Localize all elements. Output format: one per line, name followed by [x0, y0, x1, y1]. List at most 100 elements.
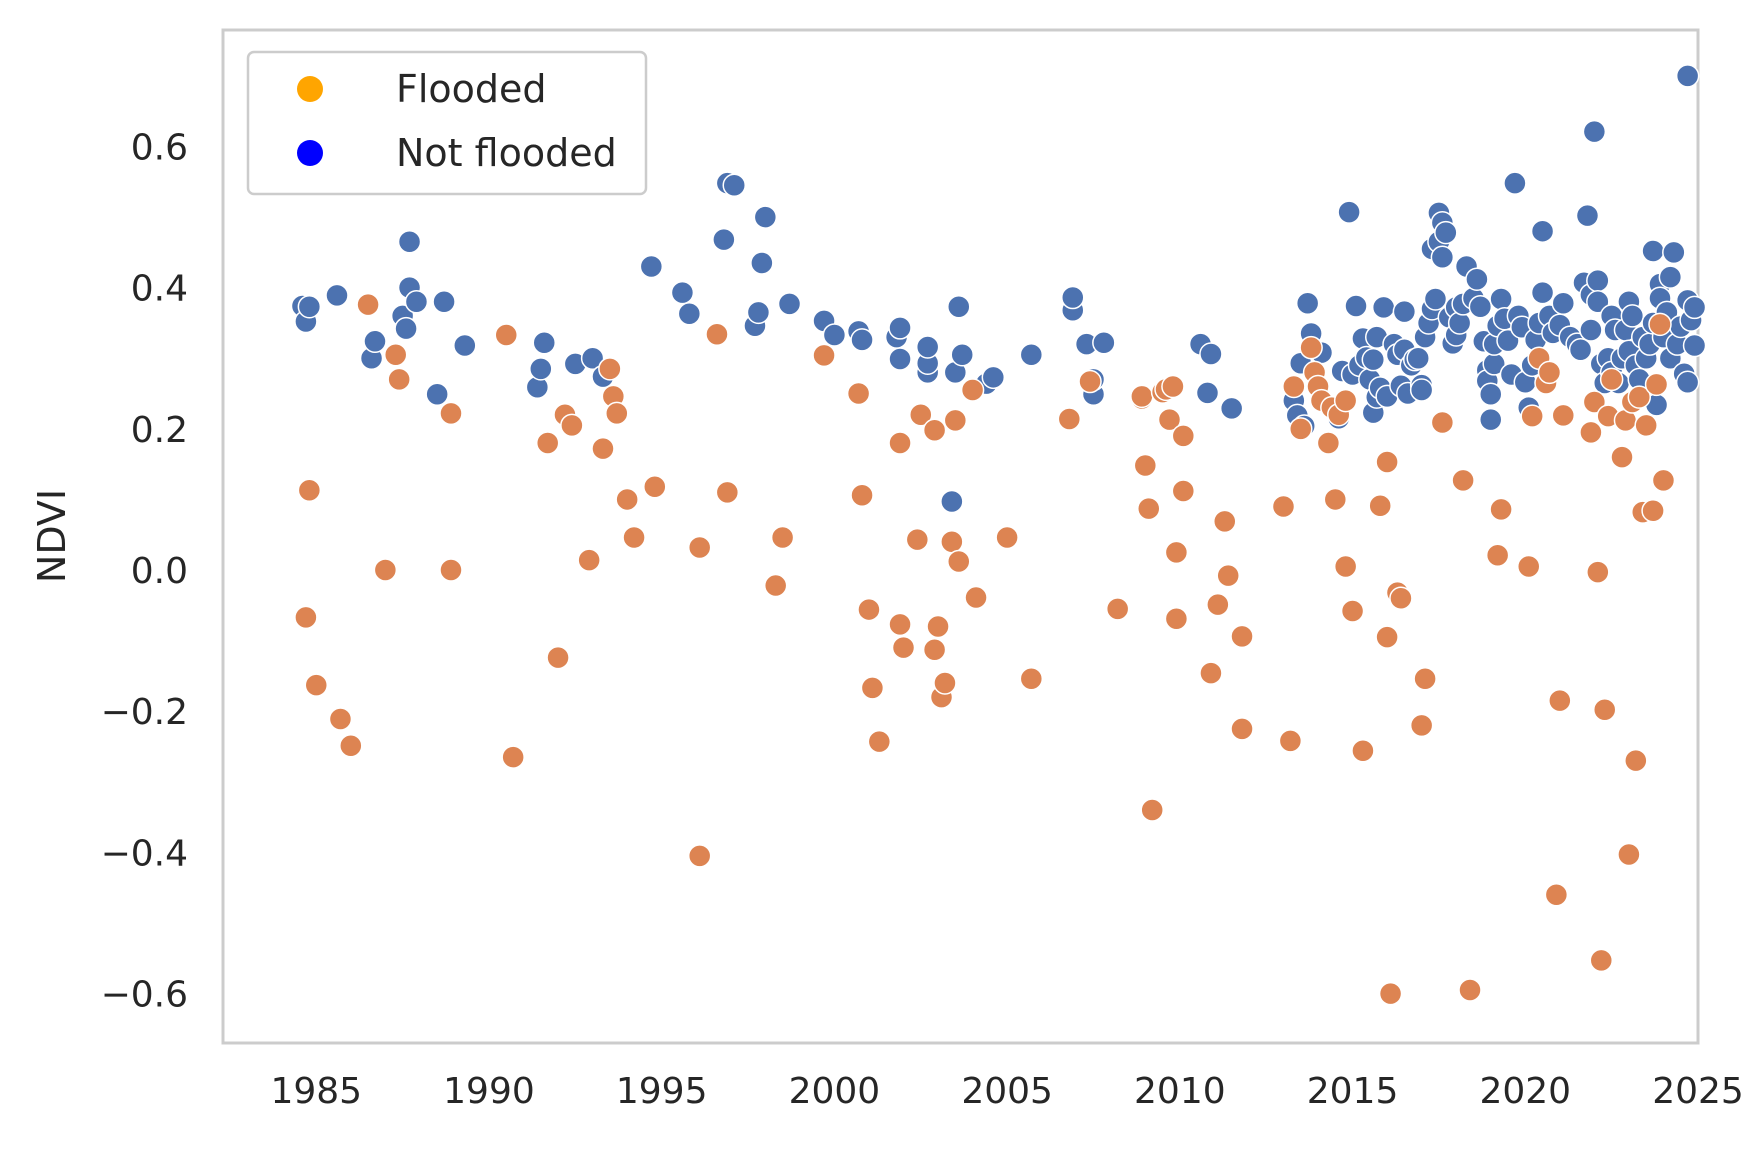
data-point-not-flooded: [1641, 239, 1665, 263]
legend-label-not-flooded: Not flooded: [396, 131, 617, 175]
data-point-not-flooded: [532, 330, 557, 355]
data-point-not-flooded: [1478, 382, 1503, 407]
data-point-not-flooded: [1465, 267, 1489, 291]
data-point-not-flooded: [850, 328, 874, 352]
data-point-not-flooded: [1061, 285, 1085, 310]
x-tick-label: 2000: [789, 1071, 881, 1112]
data-point-not-flooded: [325, 283, 349, 308]
data-point-flooded: [1378, 981, 1403, 1006]
data-point-flooded: [888, 612, 912, 637]
data-point-flooded: [1137, 496, 1161, 521]
legend: Flooded Not flooded: [246, 50, 648, 196]
data-point-not-flooded: [1586, 290, 1610, 314]
data-point-not-flooded: [670, 280, 695, 305]
data-point-flooded: [846, 381, 871, 406]
data-point-not-flooded: [1675, 370, 1700, 395]
data-point-not-flooded: [1530, 219, 1555, 243]
x-tick-label: 2010: [1134, 1071, 1226, 1112]
data-point-not-flooded: [915, 335, 940, 359]
data-point-flooded: [1171, 479, 1196, 503]
data-point-not-flooded: [1682, 295, 1707, 320]
data-point-not-flooded: [1337, 200, 1361, 224]
legend-box: [246, 50, 648, 196]
data-point-not-flooded: [1579, 318, 1603, 342]
data-point-not-flooded: [888, 347, 912, 371]
data-point-flooded: [926, 614, 950, 639]
data-point-flooded: [1130, 384, 1154, 409]
data-point-flooded: [922, 418, 947, 443]
data-point-flooded: [687, 844, 712, 868]
data-point-flooded: [1551, 403, 1576, 428]
data-point-not-flooded: [947, 294, 971, 319]
data-point-not-flooded: [1575, 203, 1600, 228]
y-tick-label: 0.4: [131, 269, 188, 310]
data-point-flooded: [857, 597, 881, 622]
data-point-flooded: [1537, 360, 1562, 385]
data-point-not-flooded: [453, 333, 477, 358]
data-point-not-flooded: [1478, 407, 1503, 432]
data-point-not-flooded: [777, 292, 802, 316]
legend-marker-not-flooded: [297, 140, 323, 166]
data-point-flooded: [1485, 543, 1510, 567]
data-point-flooded: [1316, 431, 1341, 455]
data-point-flooded: [1592, 698, 1617, 722]
data-point-flooded: [763, 573, 788, 598]
data-point-flooded: [1579, 420, 1603, 445]
data-point-flooded: [1648, 312, 1672, 337]
data-point-flooded: [1019, 666, 1044, 691]
data-point-flooded: [1451, 468, 1475, 493]
y-tick-label: −0.6: [101, 975, 188, 1016]
data-point-not-flooded: [1658, 265, 1683, 289]
data-point-flooded: [615, 487, 639, 512]
data-point-flooded: [1278, 729, 1303, 753]
data-point-flooded: [1544, 883, 1569, 907]
data-point-flooded: [1375, 450, 1399, 474]
data-point-flooded: [297, 478, 322, 503]
data-point-not-flooded: [297, 294, 322, 319]
data-point-flooded: [1582, 390, 1607, 414]
data-point-not-flooded: [394, 316, 418, 341]
data-point-flooded: [943, 408, 968, 433]
data-point-flooded: [1164, 540, 1189, 565]
data-point-flooded: [1589, 948, 1614, 973]
data-point-not-flooded: [712, 227, 736, 252]
data-point-flooded: [1133, 453, 1158, 478]
data-point-flooded: [1375, 625, 1399, 649]
data-point-flooded: [1368, 494, 1392, 518]
data-point-flooded: [964, 585, 988, 610]
y-tick-label: 0.0: [131, 551, 188, 592]
data-point-flooded: [909, 402, 933, 427]
data-point-not-flooded: [1295, 291, 1320, 315]
x-tick-label: 2015: [1307, 1071, 1399, 1112]
data-point-flooded: [1171, 424, 1196, 448]
legend-marker-flooded: [297, 76, 323, 102]
data-point-flooded: [643, 474, 667, 499]
data-point-flooded: [501, 745, 525, 769]
data-point-flooded: [1289, 417, 1313, 441]
data-point-flooded: [1216, 563, 1240, 588]
data-point-flooded: [1651, 468, 1676, 493]
x-tick-label: 1995: [616, 1071, 708, 1112]
data-point-flooded: [304, 673, 329, 697]
data-point-flooded: [1213, 509, 1237, 534]
data-point-flooded: [1230, 717, 1254, 741]
data-point-flooded: [1351, 738, 1375, 763]
y-axis-label: NDVI: [30, 489, 74, 583]
data-point-flooded: [850, 483, 874, 507]
data-point-not-flooded: [1406, 346, 1430, 371]
data-point-flooded: [356, 292, 380, 317]
data-point-flooded: [1610, 445, 1634, 469]
data-point-flooded: [922, 638, 947, 662]
data-point-flooded: [373, 558, 398, 582]
data-point-not-flooded: [1582, 119, 1607, 144]
data-point-not-flooded: [1586, 268, 1610, 293]
data-point-flooded: [1634, 413, 1658, 438]
data-point-not-flooded: [981, 365, 1006, 390]
data-point-flooded: [383, 342, 408, 367]
data-point-not-flooded: [1430, 245, 1455, 270]
data-point-flooded: [1516, 554, 1541, 579]
data-point-flooded: [1105, 597, 1130, 621]
scatter-points: [290, 64, 1707, 1006]
data-point-flooded: [591, 436, 615, 461]
